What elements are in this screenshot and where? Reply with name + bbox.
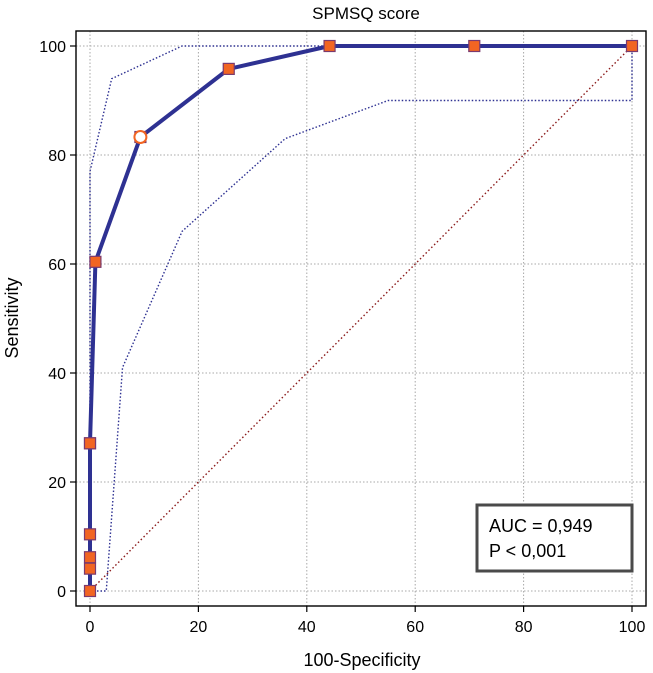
y-tick-label-3: 60 (48, 257, 66, 274)
auc-box: AUC = 0,949 P < 0,001 (475, 503, 634, 573)
x-tick-label-1: 20 (190, 619, 208, 636)
y-axis-label: Sensitivity (2, 277, 22, 358)
x-axis-label: 100-Specificity (303, 650, 420, 670)
grid (76, 31, 646, 606)
roc-point-3 (83, 528, 97, 541)
auc-text: AUC = 0,949 (489, 516, 593, 536)
plot-frame (75, 30, 647, 607)
y-tick-label-5: 100 (39, 39, 66, 56)
ci-upper-line (89, 45, 632, 591)
roc-point-10 (468, 39, 481, 53)
roc-point-2 (83, 551, 97, 564)
roc-point-11 (625, 39, 639, 53)
x-tick-label-3: 60 (406, 619, 424, 636)
points (83, 39, 639, 598)
y-tick-label-4: 80 (48, 148, 66, 165)
y-tick-label-1: 20 (48, 475, 66, 492)
roc-point-8 (222, 62, 235, 75)
roc-point-1 (83, 562, 97, 575)
x-tick-label-2: 40 (298, 619, 316, 636)
roc-point-9 (323, 39, 336, 53)
x-tick-label-4: 80 (515, 619, 533, 636)
ticks: 0 20 40 60 80 100 0 20 40 60 80 100 (39, 39, 645, 636)
roc-point-0 (83, 584, 97, 598)
x-tick-label-0: 0 (86, 619, 95, 636)
roc-point-5 (83, 437, 97, 450)
auc-box-frame (475, 503, 634, 573)
plot-border (75, 30, 647, 607)
ci-lower-line (90, 46, 633, 592)
roc-point-6 (89, 255, 102, 268)
reference-diagonal-line (89, 45, 633, 592)
x-tick-label-5: 100 (619, 619, 646, 636)
y-tick-label-2: 40 (48, 366, 66, 383)
y-tick-label-0: 0 (57, 584, 66, 601)
p-value-text: P < 0,001 (489, 541, 566, 561)
chart-title: SPMSQ score (312, 4, 420, 23)
optimal-criterion-point (133, 130, 148, 145)
